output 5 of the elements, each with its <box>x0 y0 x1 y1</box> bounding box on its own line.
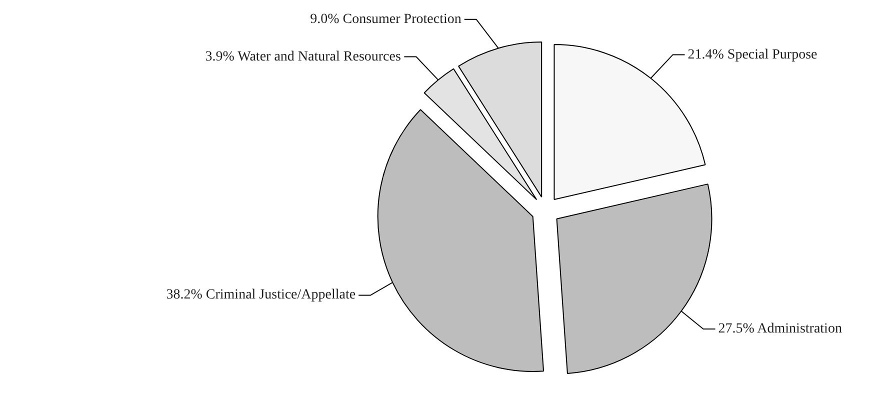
slice-label: 27.5% Administration <box>718 321 842 336</box>
slice-label: 9.0% Consumer Protection <box>310 12 462 27</box>
slice-label: 38.2% Criminal Justice/Appellate <box>166 288 356 303</box>
slice-label: 21.4% Special Purpose <box>688 47 818 62</box>
slice-label: 3.9% Water and Natural Resources <box>205 49 401 64</box>
